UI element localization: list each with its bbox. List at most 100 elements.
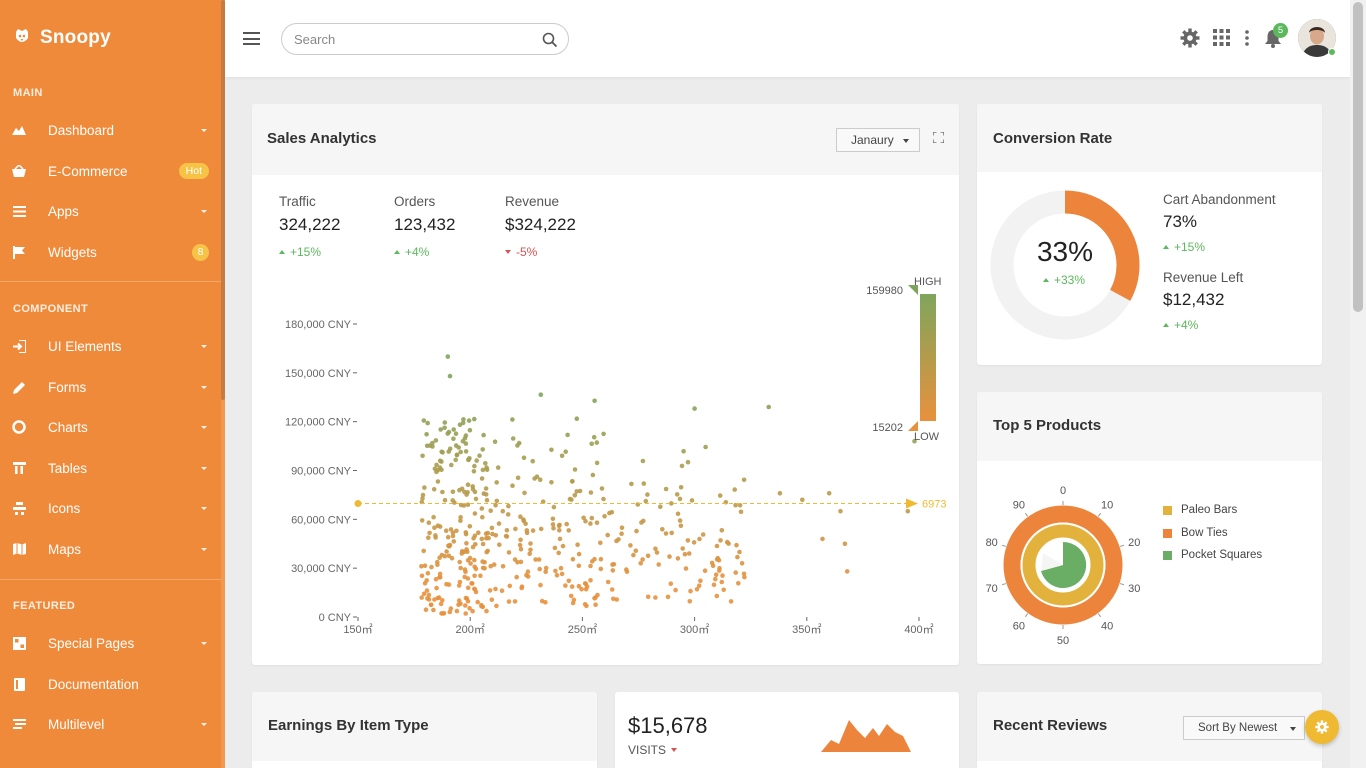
sidebar-item-icons[interactable]: Icons bbox=[0, 493, 221, 523]
scatter-point[interactable] bbox=[711, 582, 717, 588]
sidebar-item-documentation[interactable]: Documentation bbox=[0, 669, 221, 699]
scatter-point[interactable] bbox=[489, 597, 495, 602]
scatter-point[interactable] bbox=[538, 582, 543, 588]
brand[interactable]: Snoopy bbox=[14, 26, 111, 50]
scatter-point[interactable] bbox=[472, 564, 477, 570]
scatter-point[interactable] bbox=[463, 449, 469, 454]
scatter-point[interactable] bbox=[579, 586, 584, 592]
scatter-point[interactable] bbox=[420, 453, 425, 459]
scatter-point[interactable] bbox=[559, 453, 565, 459]
scatter-point[interactable] bbox=[456, 598, 462, 603]
scatter-point[interactable] bbox=[494, 603, 499, 609]
scatter-point[interactable] bbox=[493, 533, 499, 538]
scatter-point[interactable] bbox=[689, 498, 695, 503]
scatter-point[interactable] bbox=[645, 553, 651, 559]
sidebar-item-ecommerce[interactable]: E-Commerce Hot bbox=[0, 156, 221, 186]
scatter-point[interactable] bbox=[472, 511, 478, 516]
scatter-point[interactable] bbox=[437, 524, 443, 529]
scatter-point[interactable] bbox=[639, 520, 644, 525]
scatter-point[interactable] bbox=[494, 480, 499, 485]
scatter-point[interactable] bbox=[499, 588, 505, 593]
scatter-point[interactable] bbox=[472, 573, 477, 579]
scatter-point[interactable] bbox=[433, 533, 438, 538]
scatter-point[interactable] bbox=[456, 602, 461, 607]
scatter-point[interactable] bbox=[688, 588, 693, 594]
sidebar-item-dashboard[interactable]: Dashboard bbox=[0, 115, 221, 145]
scatter-point[interactable] bbox=[669, 501, 674, 506]
scatter-point[interactable] bbox=[457, 579, 463, 585]
scatter-point[interactable] bbox=[514, 574, 519, 580]
scatter-point[interactable] bbox=[487, 588, 493, 593]
scatter-point[interactable] bbox=[494, 498, 500, 504]
scatter-point[interactable] bbox=[602, 513, 607, 519]
scatter-point[interactable] bbox=[506, 503, 511, 509]
scatter-point[interactable] bbox=[445, 431, 450, 436]
scatter-point[interactable] bbox=[463, 530, 469, 535]
scatter-point[interactable] bbox=[442, 497, 448, 503]
scatter-point[interactable] bbox=[465, 585, 471, 591]
scatter-point[interactable] bbox=[563, 449, 568, 455]
scatter-point[interactable] bbox=[589, 515, 595, 521]
search-input[interactable] bbox=[294, 30, 534, 48]
scatter-point[interactable] bbox=[533, 557, 538, 562]
scatter-point[interactable] bbox=[447, 544, 452, 549]
scatter-point[interactable] bbox=[460, 438, 466, 444]
scatter-point[interactable] bbox=[584, 603, 589, 609]
scatter-point[interactable] bbox=[480, 514, 485, 520]
scatter-point[interactable] bbox=[479, 536, 485, 542]
scatter-point[interactable] bbox=[609, 587, 615, 592]
hamburger-menu-icon[interactable] bbox=[243, 32, 260, 45]
sidebar-item-widgets[interactable]: Widgets 8 bbox=[0, 237, 221, 267]
scatter-point[interactable] bbox=[800, 497, 805, 503]
scatter-point[interactable] bbox=[434, 585, 439, 591]
scatter-point[interactable] bbox=[675, 556, 681, 561]
scatter-point[interactable] bbox=[566, 578, 572, 584]
scatter-point[interactable] bbox=[525, 569, 531, 574]
sidebar-item-multilevel[interactable]: Multilevel bbox=[0, 709, 221, 739]
scatter-point[interactable] bbox=[619, 525, 625, 530]
scatter-point[interactable] bbox=[574, 489, 579, 494]
scatter-point[interactable] bbox=[419, 595, 424, 600]
scatter-point[interactable] bbox=[454, 452, 460, 458]
scatter-point[interactable] bbox=[495, 465, 501, 470]
scatter-point[interactable] bbox=[515, 443, 520, 448]
sidebar-scrollbar-thumb[interactable] bbox=[221, 0, 225, 400]
scatter-point[interactable] bbox=[479, 603, 484, 609]
scatter-point[interactable] bbox=[820, 536, 825, 542]
scatter-point[interactable] bbox=[467, 606, 472, 611]
scatter-point[interactable] bbox=[718, 538, 723, 543]
scatter-point[interactable] bbox=[643, 498, 649, 504]
scatter-point[interactable] bbox=[456, 445, 461, 450]
scatter-point[interactable] bbox=[420, 496, 425, 501]
scatter-point[interactable] bbox=[667, 554, 672, 559]
scatter-point[interactable] bbox=[445, 534, 451, 540]
scatter-point[interactable] bbox=[431, 514, 436, 520]
scatter-point[interactable] bbox=[506, 550, 512, 555]
scatter-point[interactable] bbox=[640, 458, 646, 464]
scatter-point[interactable] bbox=[517, 542, 523, 548]
scatter-point[interactable] bbox=[443, 528, 449, 533]
scatter-point[interactable] bbox=[454, 528, 459, 534]
scatter-point[interactable] bbox=[426, 597, 432, 602]
scatter-point[interactable] bbox=[536, 557, 542, 562]
scatter-point[interactable] bbox=[556, 523, 562, 529]
scatter-point[interactable] bbox=[641, 481, 647, 486]
scatter-point[interactable] bbox=[628, 543, 633, 548]
scatter-point[interactable] bbox=[733, 570, 738, 575]
scatter-point[interactable] bbox=[550, 522, 556, 527]
scatter-point[interactable] bbox=[551, 504, 557, 510]
scatter-point[interactable] bbox=[717, 565, 722, 571]
scatter-point[interactable] bbox=[734, 542, 739, 548]
scatter-point[interactable] bbox=[430, 440, 435, 446]
scatter-point[interactable] bbox=[638, 561, 643, 566]
scatter-point[interactable] bbox=[737, 549, 742, 555]
scatter-point[interactable] bbox=[682, 551, 688, 557]
scatter-point[interactable] bbox=[605, 579, 611, 585]
scatter-point[interactable] bbox=[559, 571, 565, 577]
sidebar-item-forms[interactable]: Forms bbox=[0, 372, 221, 402]
scatter-point[interactable] bbox=[426, 535, 431, 540]
scatter-point[interactable] bbox=[713, 572, 719, 577]
visual-map-low-handle[interactable] bbox=[908, 421, 918, 431]
scatter-point[interactable] bbox=[663, 531, 669, 536]
scatter-point[interactable] bbox=[677, 496, 683, 502]
